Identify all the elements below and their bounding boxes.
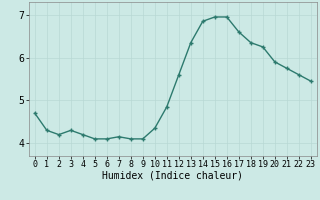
X-axis label: Humidex (Indice chaleur): Humidex (Indice chaleur) (102, 171, 243, 181)
